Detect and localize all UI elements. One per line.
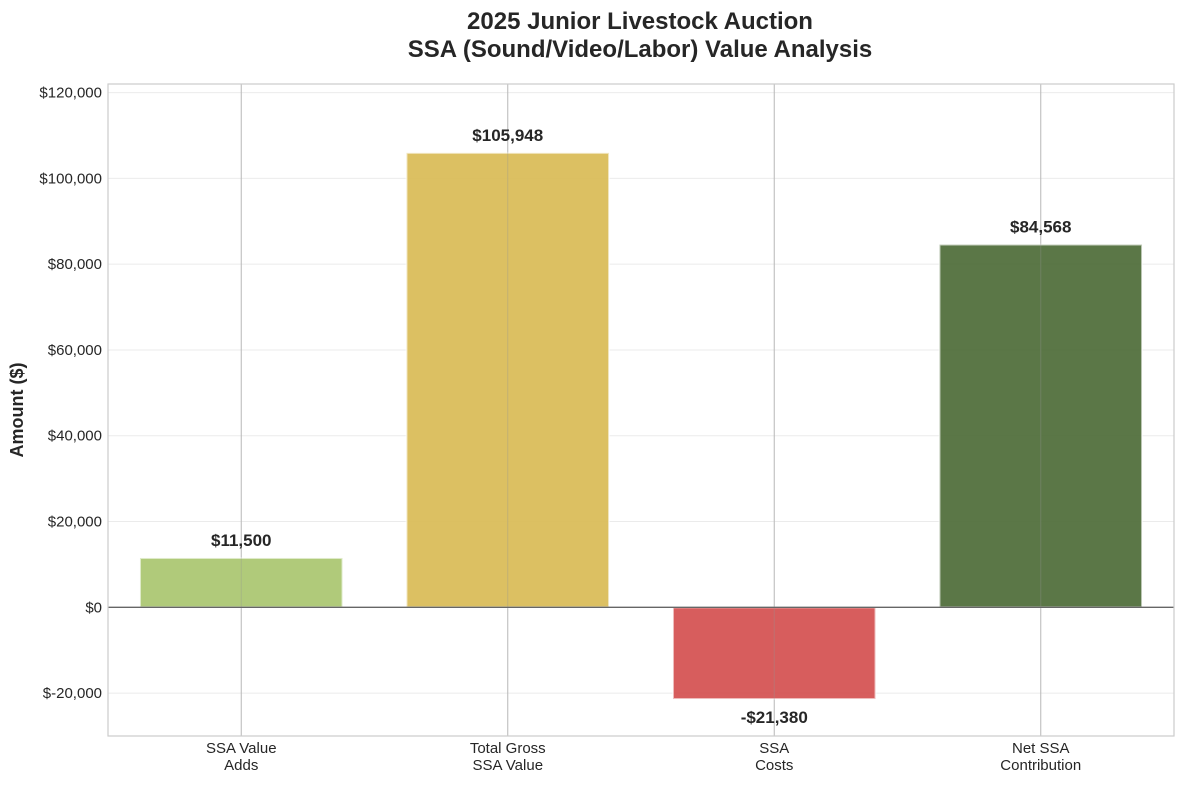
plot-frame <box>107 83 1175 737</box>
y-axis-title: Amount ($) <box>7 363 27 458</box>
data-label: $11,500 <box>211 531 272 550</box>
x-tick-label: Contribution <box>1000 757 1081 774</box>
y-tick-label: $40,000 <box>48 428 102 445</box>
bar <box>671 606 877 701</box>
chart-title-line-1: 2025 Junior Livestock Auction <box>467 8 813 35</box>
x-tick-label: Costs <box>755 757 793 774</box>
bar <box>405 151 611 609</box>
y-tick-label: $120,000 <box>39 85 102 102</box>
y-tick-label: $60,000 <box>48 342 102 359</box>
plot-area: $-20,000 $0 $20,000 $40,000 $60,000 $80,000 $1… <box>39 83 1175 774</box>
bar <box>138 556 344 609</box>
x-tick-label: SSA Value <box>206 740 277 757</box>
data-label: -$21,380 <box>741 708 808 727</box>
x-tick-label: SSA Value <box>472 757 543 774</box>
x-tick-label: SSA <box>759 740 789 757</box>
y-tick-label: $20,000 <box>48 514 102 531</box>
y-tick-label: $80,000 <box>48 256 102 273</box>
data-label: $84,568 <box>1010 218 1071 237</box>
y-tick-label: $-20,000 <box>43 685 102 702</box>
y-tick-label: $0 <box>85 599 102 616</box>
x-tick-label: Adds <box>224 757 258 774</box>
x-tick-label: Net SSA <box>1012 740 1070 757</box>
x-tick-label: Total Gross <box>470 740 546 757</box>
y-tick-label: $100,000 <box>39 170 102 187</box>
bar <box>938 243 1144 609</box>
chart-title-line-2: SSA (Sound/Video/Labor) Value Analysis <box>408 36 873 63</box>
data-label: $105,948 <box>472 126 543 145</box>
